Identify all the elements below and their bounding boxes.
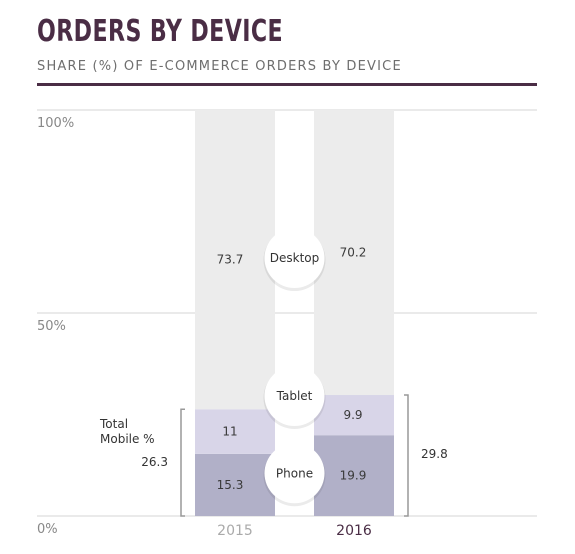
y-tick-label: 100%	[37, 116, 74, 131]
value-label-phone-2015: 15.3	[217, 478, 244, 492]
series-labels: Desktop Tablet Phone	[263, 228, 326, 507]
bar-segment-desktop-2016	[314, 110, 394, 396]
series-bubble-desktop	[264, 228, 325, 289]
gridlines	[37, 109, 537, 517]
series-bubble-phone	[264, 443, 325, 504]
bars	[195, 110, 394, 516]
series-label-tablet: Tablet	[276, 389, 313, 403]
series-label-phone: Phone	[276, 466, 313, 480]
y-tick-label: 0%	[37, 522, 58, 537]
mobile-annotation-line1: Total	[99, 417, 128, 431]
value-label-tablet-2015: 11	[222, 425, 237, 439]
x-tick-label: 2015	[217, 523, 253, 539]
y-tick-label: 50%	[37, 319, 66, 334]
x-axis-ticks: 2015 2016	[217, 523, 372, 539]
chart-title: ORDERS BY DEVICE	[37, 14, 284, 49]
series-label-desktop: Desktop	[270, 251, 320, 265]
bar-segment-desktop-2015	[195, 110, 275, 410]
mobile-brackets	[180, 394, 409, 517]
y-axis-ticks: 100% 50% 0%	[37, 116, 74, 537]
value-labels: 15.3 11 73.7 19.9 9.9 70.2	[217, 246, 367, 492]
value-label-tablet-2016: 9.9	[343, 408, 362, 422]
mobile-bracket	[180, 408, 185, 517]
bar-segment-tablet-2015	[195, 409, 275, 454]
title-divider	[37, 83, 537, 86]
bar-segment-tablet-2016	[314, 395, 394, 436]
value-label-desktop-2015: 73.7	[217, 253, 244, 267]
bar-segment-phone-2015	[195, 453, 275, 516]
mobile-annotation-line2: Mobile %	[100, 432, 155, 446]
x-tick-label: 2016	[336, 523, 372, 539]
mobile-total-2015: 26.3	[141, 455, 168, 469]
bar-segment-phone-2016	[314, 435, 394, 516]
series-bubble-tablet	[264, 366, 325, 427]
mobile-total-2016: 29.8	[421, 447, 448, 461]
value-label-desktop-2016: 70.2	[340, 246, 367, 260]
mobile-bracket	[404, 394, 409, 517]
value-label-phone-2016: 19.9	[340, 469, 367, 483]
chart-subtitle: SHARE (%) OF E-COMMERCE ORDERS BY DEVICE	[37, 59, 402, 74]
